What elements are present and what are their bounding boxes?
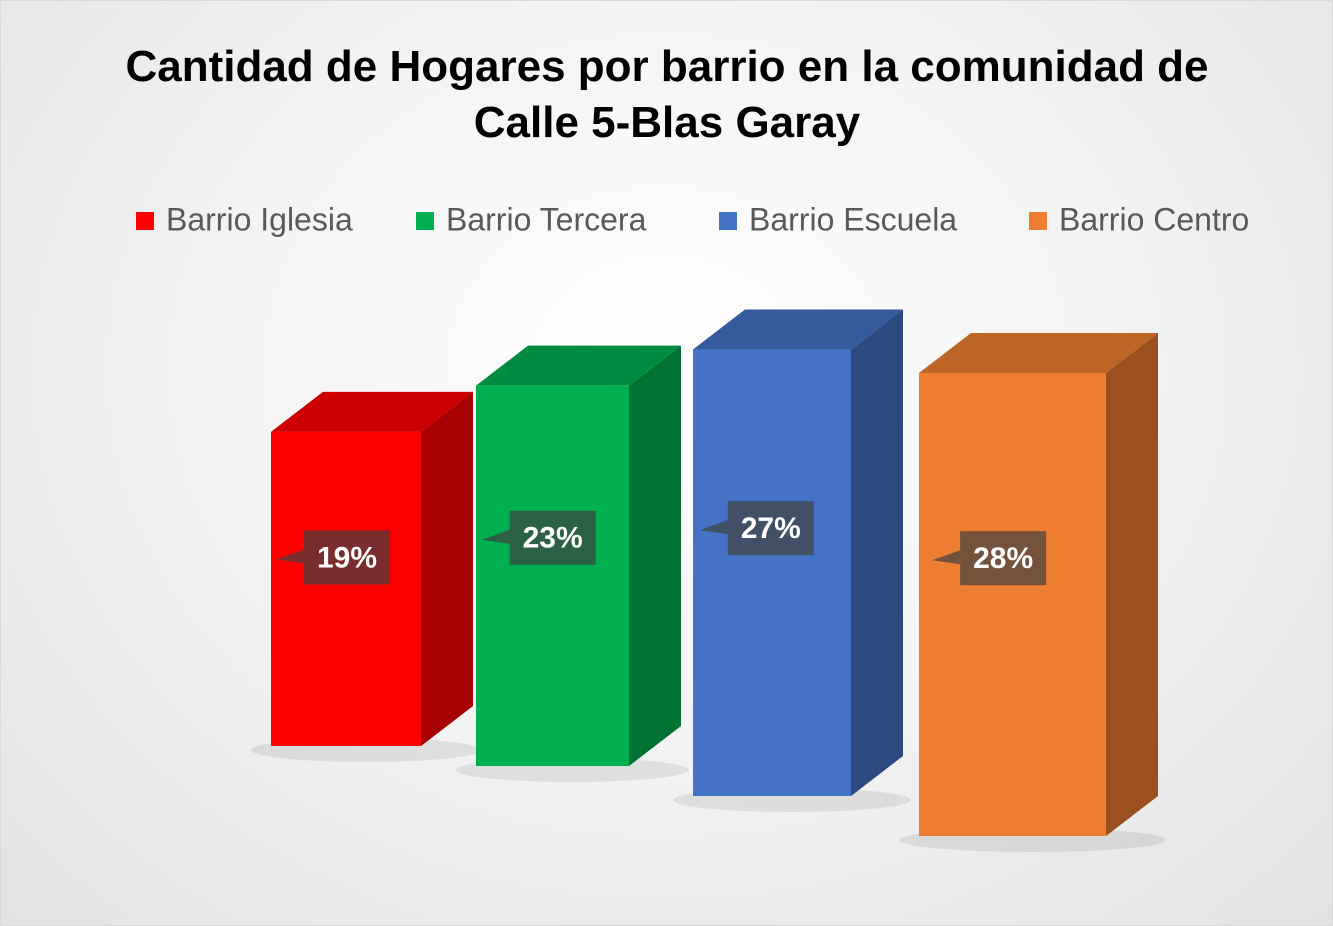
legend-label: Barrio Escuela <box>749 201 957 237</box>
bar-top-shade <box>476 345 681 386</box>
bar <box>693 349 851 796</box>
data-label: 27% <box>741 512 801 545</box>
data-label-pointer <box>699 520 728 535</box>
bar-side <box>851 309 903 796</box>
legend-swatch <box>416 212 434 230</box>
bar <box>919 373 1106 836</box>
bar <box>476 385 629 766</box>
bar-top-shade <box>919 333 1158 373</box>
data-label-box <box>960 531 1047 586</box>
bar-top-shade <box>693 309 903 350</box>
bar-top <box>271 391 473 432</box>
bar-side <box>421 391 473 746</box>
bar-side <box>1106 333 1158 836</box>
data-label-pointer <box>481 529 510 544</box>
legend-label: Barrio Centro <box>1059 201 1249 237</box>
legend-label: Barrio Iglesia <box>166 201 353 237</box>
data-label-box <box>727 501 814 556</box>
data-label-box <box>304 530 390 585</box>
bar-top <box>476 345 681 386</box>
legend-swatch <box>719 212 737 230</box>
legend-swatch <box>136 212 154 230</box>
data-label: 28% <box>973 542 1033 575</box>
bar-side-shade <box>629 345 681 766</box>
bar-side-shade <box>421 391 473 746</box>
data-label: 19% <box>317 541 377 574</box>
data-label-pointer <box>276 549 304 564</box>
bar-top-shade <box>271 391 473 432</box>
bar <box>271 431 421 746</box>
data-label: 23% <box>523 522 583 555</box>
bar-top <box>693 309 903 350</box>
chart-title: Cantidad de Hogares por barrio en la com… <box>125 42 1209 147</box>
data-label-pointer <box>932 550 961 565</box>
data-label-box <box>509 510 596 565</box>
bar-top <box>919 333 1158 373</box>
bar-side <box>629 345 681 766</box>
legend-swatch <box>1029 212 1047 230</box>
bar-side-shade <box>851 309 903 796</box>
bar-side-shade <box>1106 333 1158 836</box>
legend-label: Barrio Tercera <box>446 201 647 237</box>
